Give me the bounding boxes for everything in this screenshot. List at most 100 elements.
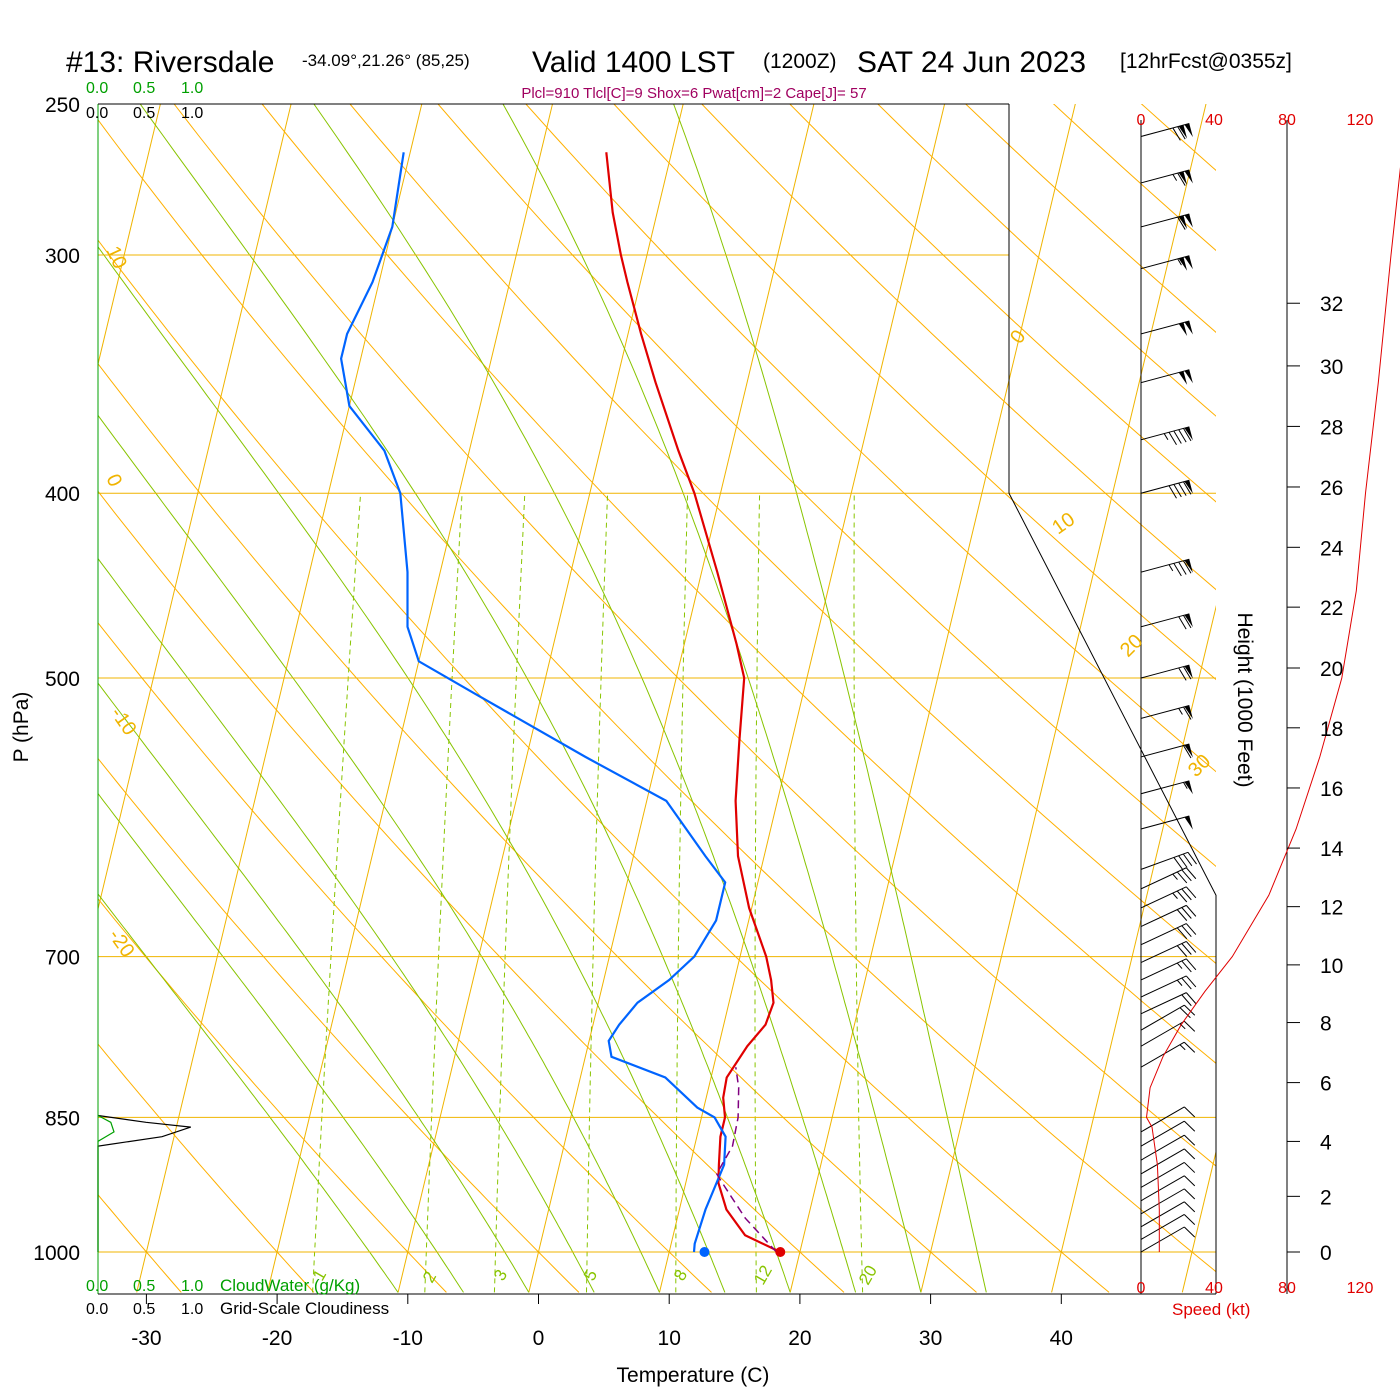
barb-full [1183,1226,1196,1238]
barb-staff [1140,1004,1185,1031]
forecast-info: [12hrFcst@0355z] [1120,50,1292,73]
wind-barb [1140,886,1197,909]
surface-dewpoint-dot [699,1247,710,1257]
barb-full [1176,945,1188,957]
barb-flag [1178,215,1188,229]
frac-bottom-green-label: 1.0 [181,1278,203,1295]
barb-half [1172,873,1178,880]
barb-full [1181,925,1192,938]
barb-full [1181,907,1192,919]
barb-full [1183,1175,1196,1187]
wind-barb [1140,1106,1196,1133]
barb-flag [1184,480,1193,494]
barb-flag [1184,170,1193,184]
frac-top-green-label: 1.0 [181,80,203,97]
wind-barb [1140,320,1193,336]
barb-full [1173,563,1182,577]
barb-staff [1140,426,1190,441]
barb-full [1183,666,1192,680]
barb-staff [1140,255,1190,270]
height-tick-label: 12 [1320,897,1343,920]
barb-full [1178,855,1188,868]
wind-barb [1140,992,1197,1015]
barb-half [1168,564,1174,572]
dry-adiabat-line [789,104,1216,503]
isotherm-line [98,104,161,367]
cloudiness-line [97,1114,191,1252]
wind-barb [1140,426,1193,446]
barb-staff [1140,1106,1185,1133]
frac-bottom-black-label: 1.0 [181,1301,203,1318]
y-tick-label: 400 [45,483,80,506]
barb-staff [1140,851,1189,870]
barb-staff [1140,479,1190,494]
wind-barb [1140,1226,1196,1253]
barb-full [1178,616,1187,630]
barb-flag [1184,214,1193,228]
barb-full [1183,1120,1196,1132]
barb-full [1183,1162,1196,1173]
barb-full [1176,909,1188,921]
barb-full [1181,960,1192,973]
barb-half [1179,1044,1186,1051]
surface-temperature-dot [775,1247,786,1257]
dry-adiabat-line [98,119,1216,1273]
barb-full [1181,869,1192,882]
moist-adiabat-line [313,104,857,1293]
axes-ticks: -30 -20 -10 0 10 20 30 402503004005007008501000… [33,94,1400,1350]
mixing-ratio-line [493,493,526,1293]
barb-staff [1140,1020,1185,1047]
y-tick-label: 850 [45,1107,80,1130]
dry-adiabat-line [1192,70,1400,1292]
barb-flag [1184,816,1193,830]
frac-top-black-label: 0.0 [86,105,108,122]
barb-full [1183,1134,1196,1146]
moist-adiabat-line [98,557,595,1293]
isotherm-label: 0 [101,471,126,490]
cloudiness-label: Grid-Scale Cloudiness [220,1299,389,1318]
height-tick-label: 4 [1320,1131,1332,1154]
cloudwater-label: CloudWater (g/Kg) [220,1276,360,1295]
barb-staff [1140,904,1187,927]
speed-tick-bottom-label: 40 [1205,1280,1223,1297]
mixing-ratio-line [675,493,689,1293]
y-tick-label: 700 [45,947,80,970]
barb-full [1183,428,1192,442]
barb-staff [1140,1188,1185,1215]
barb-staff [1140,867,1187,890]
isotherm-line [659,104,946,1293]
height-tick-label: 6 [1320,1073,1332,1096]
barb-full [1177,216,1186,230]
barb-half [1172,174,1178,181]
x-tick-label: 40 [1050,1327,1073,1350]
barb-staff [1140,123,1190,137]
barb-staff [1140,1214,1185,1240]
barb-flag [1178,371,1188,385]
barb-full [1181,994,1192,1007]
barb-full [1181,943,1192,955]
wind-barb [1140,664,1193,681]
mixing-ratio-label: 20 [855,1262,881,1288]
moist-adiabat-line [98,893,399,1293]
speed-tick-top-label: 0 [1137,112,1146,129]
barb-full [1183,1214,1196,1225]
barb-staff [1140,743,1190,758]
barb-full [1179,1007,1191,1019]
isotherm-label: 0 [1006,326,1030,348]
barb-full [1183,1188,1196,1200]
barb-full [1183,1201,1196,1213]
mixing-ratio-line [586,493,609,1293]
moist-adiabat-line [139,104,791,1293]
x-tick-label: 0 [533,1327,545,1350]
wind-barb [1140,1162,1196,1188]
barb-staff [1140,664,1190,679]
barb-flag [1178,257,1188,271]
plot-frame [97,103,1288,1295]
frac-bottom-black-label: 0.0 [86,1301,108,1318]
x-tick-label: -20 [262,1327,292,1350]
isotherm-line [528,104,815,1293]
speed-axis-label: Speed (kt) [1172,1300,1250,1319]
wind-barb [1140,479,1193,499]
height-tick-label: 16 [1320,778,1343,801]
barb-staff [1140,1120,1185,1147]
